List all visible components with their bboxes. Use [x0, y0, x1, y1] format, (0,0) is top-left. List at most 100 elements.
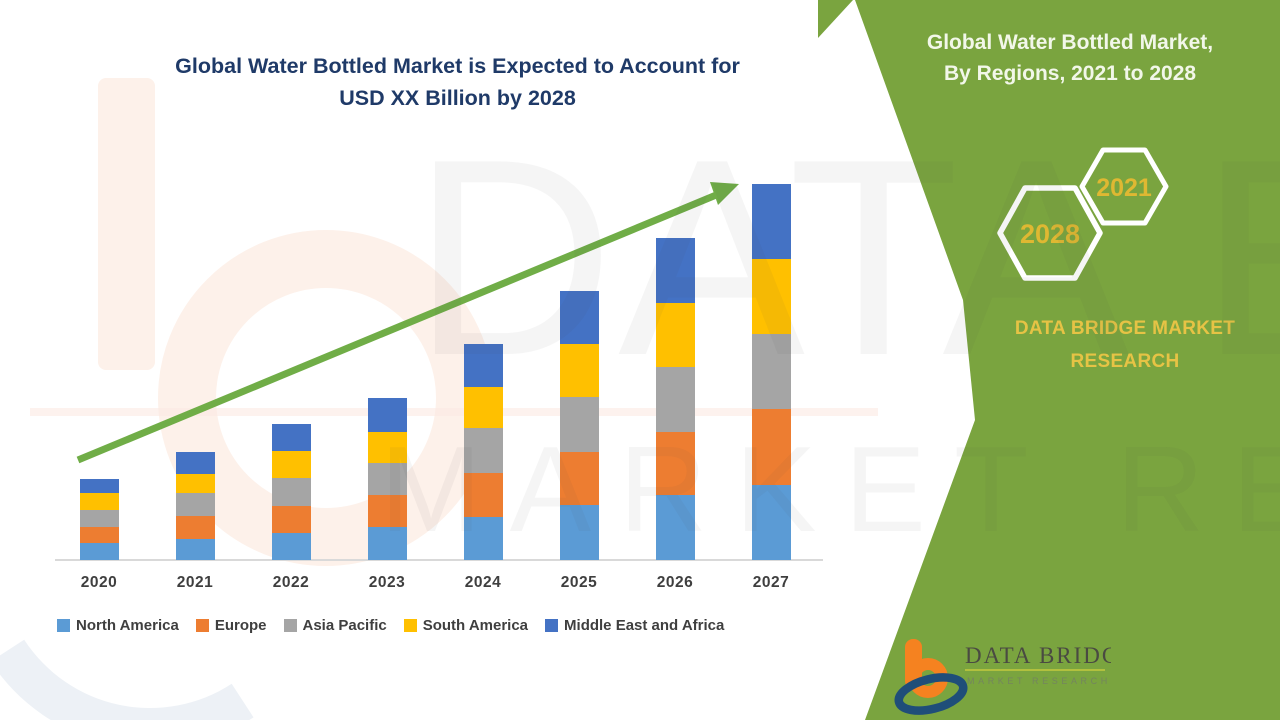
segment-asia-pacific-2027	[751, 334, 791, 409]
segment-north-america-2020	[79, 543, 119, 560]
stacked-bar-2021	[175, 452, 215, 560]
hexagon-2028-label: 2028	[1020, 219, 1080, 249]
segment-south-america-2022	[271, 451, 311, 478]
trend-arrow-head	[710, 182, 739, 205]
segment-south-america-2024	[463, 387, 503, 428]
segment-asia-pacific-2023	[367, 463, 407, 495]
legend-item-south-america: South America	[403, 617, 529, 634]
x-axis-label-2023: 2023	[368, 574, 406, 591]
segment-middle-east-and-africa-2023	[367, 398, 407, 432]
side-panel-heading-line1: Global Water Bottled Market,	[926, 31, 1214, 54]
segment-middle-east-and-africa-2024	[463, 344, 503, 387]
segment-north-america-2021	[175, 539, 215, 560]
x-axis-label-2021: 2021	[176, 574, 214, 591]
stacked-bar-2024	[463, 344, 503, 560]
x-axis-label-2022: 2022	[272, 574, 310, 591]
segment-south-america-2020	[79, 493, 119, 510]
hexagon-2021-label: 2021	[1096, 174, 1152, 202]
stacked-bar-2022	[271, 424, 311, 560]
legend-swatch-asia-pacific	[283, 619, 297, 632]
plot-area	[55, 168, 825, 560]
stacked-bar-2027	[751, 184, 791, 560]
brand-caption-line1: DATA BRIDGE MARKET	[1014, 318, 1236, 339]
chart-title-line1: Global Water Bottled Market is Expected …	[175, 54, 740, 78]
chart-legend: North America Europe Asia Pacific South Ame…	[57, 617, 837, 634]
segment-europe-2027	[751, 409, 791, 485]
legend-label-north-america: North America	[76, 617, 179, 634]
legend-swatch-north-america	[57, 619, 70, 632]
legend-label-south-america: South America	[422, 617, 529, 634]
segment-asia-pacific-2022	[271, 478, 311, 506]
segment-europe-2024	[463, 473, 503, 517]
company-logo: DATA BRIDGE MARKET RESEARCH	[893, 636, 1135, 720]
x-axis-label-2027: 2027	[752, 574, 790, 591]
segment-south-america-2023	[367, 432, 407, 463]
chart-title: Global Water Bottled Market is Expected …	[90, 50, 825, 114]
segment-asia-pacific-2025	[559, 397, 599, 452]
segment-north-america-2027	[751, 485, 791, 560]
segment-middle-east-and-africa-2025	[559, 291, 599, 344]
hexagon-2021-outline	[1079, 147, 1169, 226]
x-axis-label-2026: 2026	[656, 574, 694, 591]
year-hexagons: 2021 2028	[995, 140, 1185, 295]
logo-d-swoosh	[894, 673, 968, 715]
segment-north-america-2022	[271, 533, 311, 560]
x-axis-label-2024: 2024	[464, 574, 502, 591]
segment-middle-east-and-africa-2027	[751, 184, 791, 259]
legend-label-middle-east-and-africa: Middle East and Africa	[564, 617, 725, 634]
segment-asia-pacific-2024	[463, 428, 503, 473]
segment-europe-2026	[655, 432, 695, 495]
legend-item-middle-east-and-africa: Middle East and Africa	[545, 617, 724, 634]
x-axis-label-2025: 2025	[560, 574, 598, 591]
legend-label-europe: Europe	[214, 617, 267, 634]
x-axis-label-2020: 2020	[80, 574, 118, 591]
legend-item-europe: Europe	[195, 617, 267, 634]
segment-north-america-2023	[367, 527, 407, 560]
segment-europe-2022	[271, 506, 311, 533]
segment-south-america-2026	[655, 303, 695, 367]
segment-middle-east-and-africa-2022	[271, 424, 311, 451]
stacked-bar-2023	[367, 398, 407, 560]
watermark-band	[30, 408, 878, 416]
legend-item-asia-pacific: Asia Pacific	[283, 617, 387, 634]
brand-caption: DATA BRIDGE MARKET RESEARCH	[980, 312, 1270, 378]
segment-north-america-2026	[655, 495, 695, 560]
watermark-logo-stem	[98, 78, 155, 370]
segment-middle-east-and-africa-2026	[655, 238, 695, 303]
segment-asia-pacific-2026	[655, 367, 695, 432]
hexagon-graphic: 2021 2028	[997, 147, 1169, 281]
segment-asia-pacific-2021	[175, 493, 215, 516]
legend-swatch-europe	[195, 619, 209, 632]
segment-north-america-2024	[463, 517, 503, 560]
x-axis-line	[55, 559, 823, 561]
side-panel-heading: Global Water Bottled Market, By Regions,…	[895, 27, 1245, 89]
segment-asia-pacific-2020	[79, 510, 119, 527]
legend-label-asia-pacific: Asia Pacific	[302, 617, 387, 634]
stacked-bar-2026	[655, 238, 695, 560]
segment-europe-2025	[559, 452, 599, 505]
company-logo-graphic: DATA BRIDGE MARKET RESEARCH	[894, 639, 1135, 715]
logo-subtext: MARKET RESEARCH	[967, 676, 1111, 686]
legend-item-north-america: North America	[57, 617, 179, 634]
segment-europe-2020	[79, 527, 119, 543]
segment-europe-2023	[367, 495, 407, 527]
trend-arrow-line	[76, 189, 723, 464]
hexagon-2028-outline	[997, 185, 1103, 281]
segment-north-america-2025	[559, 505, 599, 560]
segment-south-america-2025	[559, 344, 599, 397]
stacked-bar-2025	[559, 291, 599, 560]
chart-title-line2: USD XX Billion by 2028	[339, 86, 576, 110]
legend-swatch-south-america	[403, 619, 417, 632]
side-panel-heading-line2: By Regions, 2021 to 2028	[943, 62, 1197, 85]
trend-arrow	[76, 182, 739, 464]
legend-swatch-middle-east-and-africa	[545, 619, 559, 632]
side-panel-corner-triangle	[818, 0, 853, 38]
segment-middle-east-and-africa-2020	[79, 479, 119, 493]
segment-europe-2021	[175, 516, 215, 539]
stacked-bar-2020	[79, 479, 119, 560]
brand-caption-line2: RESEARCH	[1070, 351, 1180, 372]
segment-south-america-2027	[751, 259, 791, 334]
segment-middle-east-and-africa-2021	[175, 452, 215, 474]
segment-south-america-2021	[175, 474, 215, 493]
